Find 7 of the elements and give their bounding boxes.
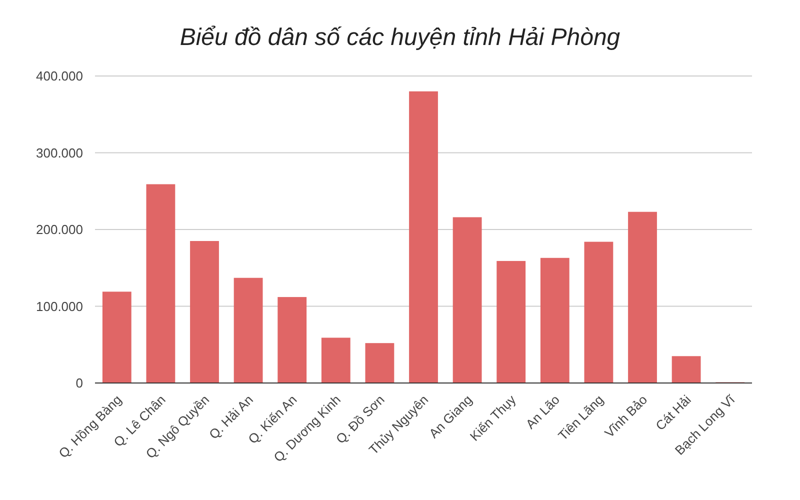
x-tick-label: Cát Hải [652, 392, 694, 434]
y-tick-label: 300.000 [36, 145, 83, 160]
y-tick-label: 200.000 [36, 222, 83, 238]
y-tick-label: 400.000 [36, 68, 83, 84]
y-tick-label: 100.000 [36, 298, 83, 314]
chart-title: Biểu đồ dân số các huyện tỉnh Hải Phòng [180, 24, 621, 51]
y-tick-label: 0 [76, 376, 83, 391]
